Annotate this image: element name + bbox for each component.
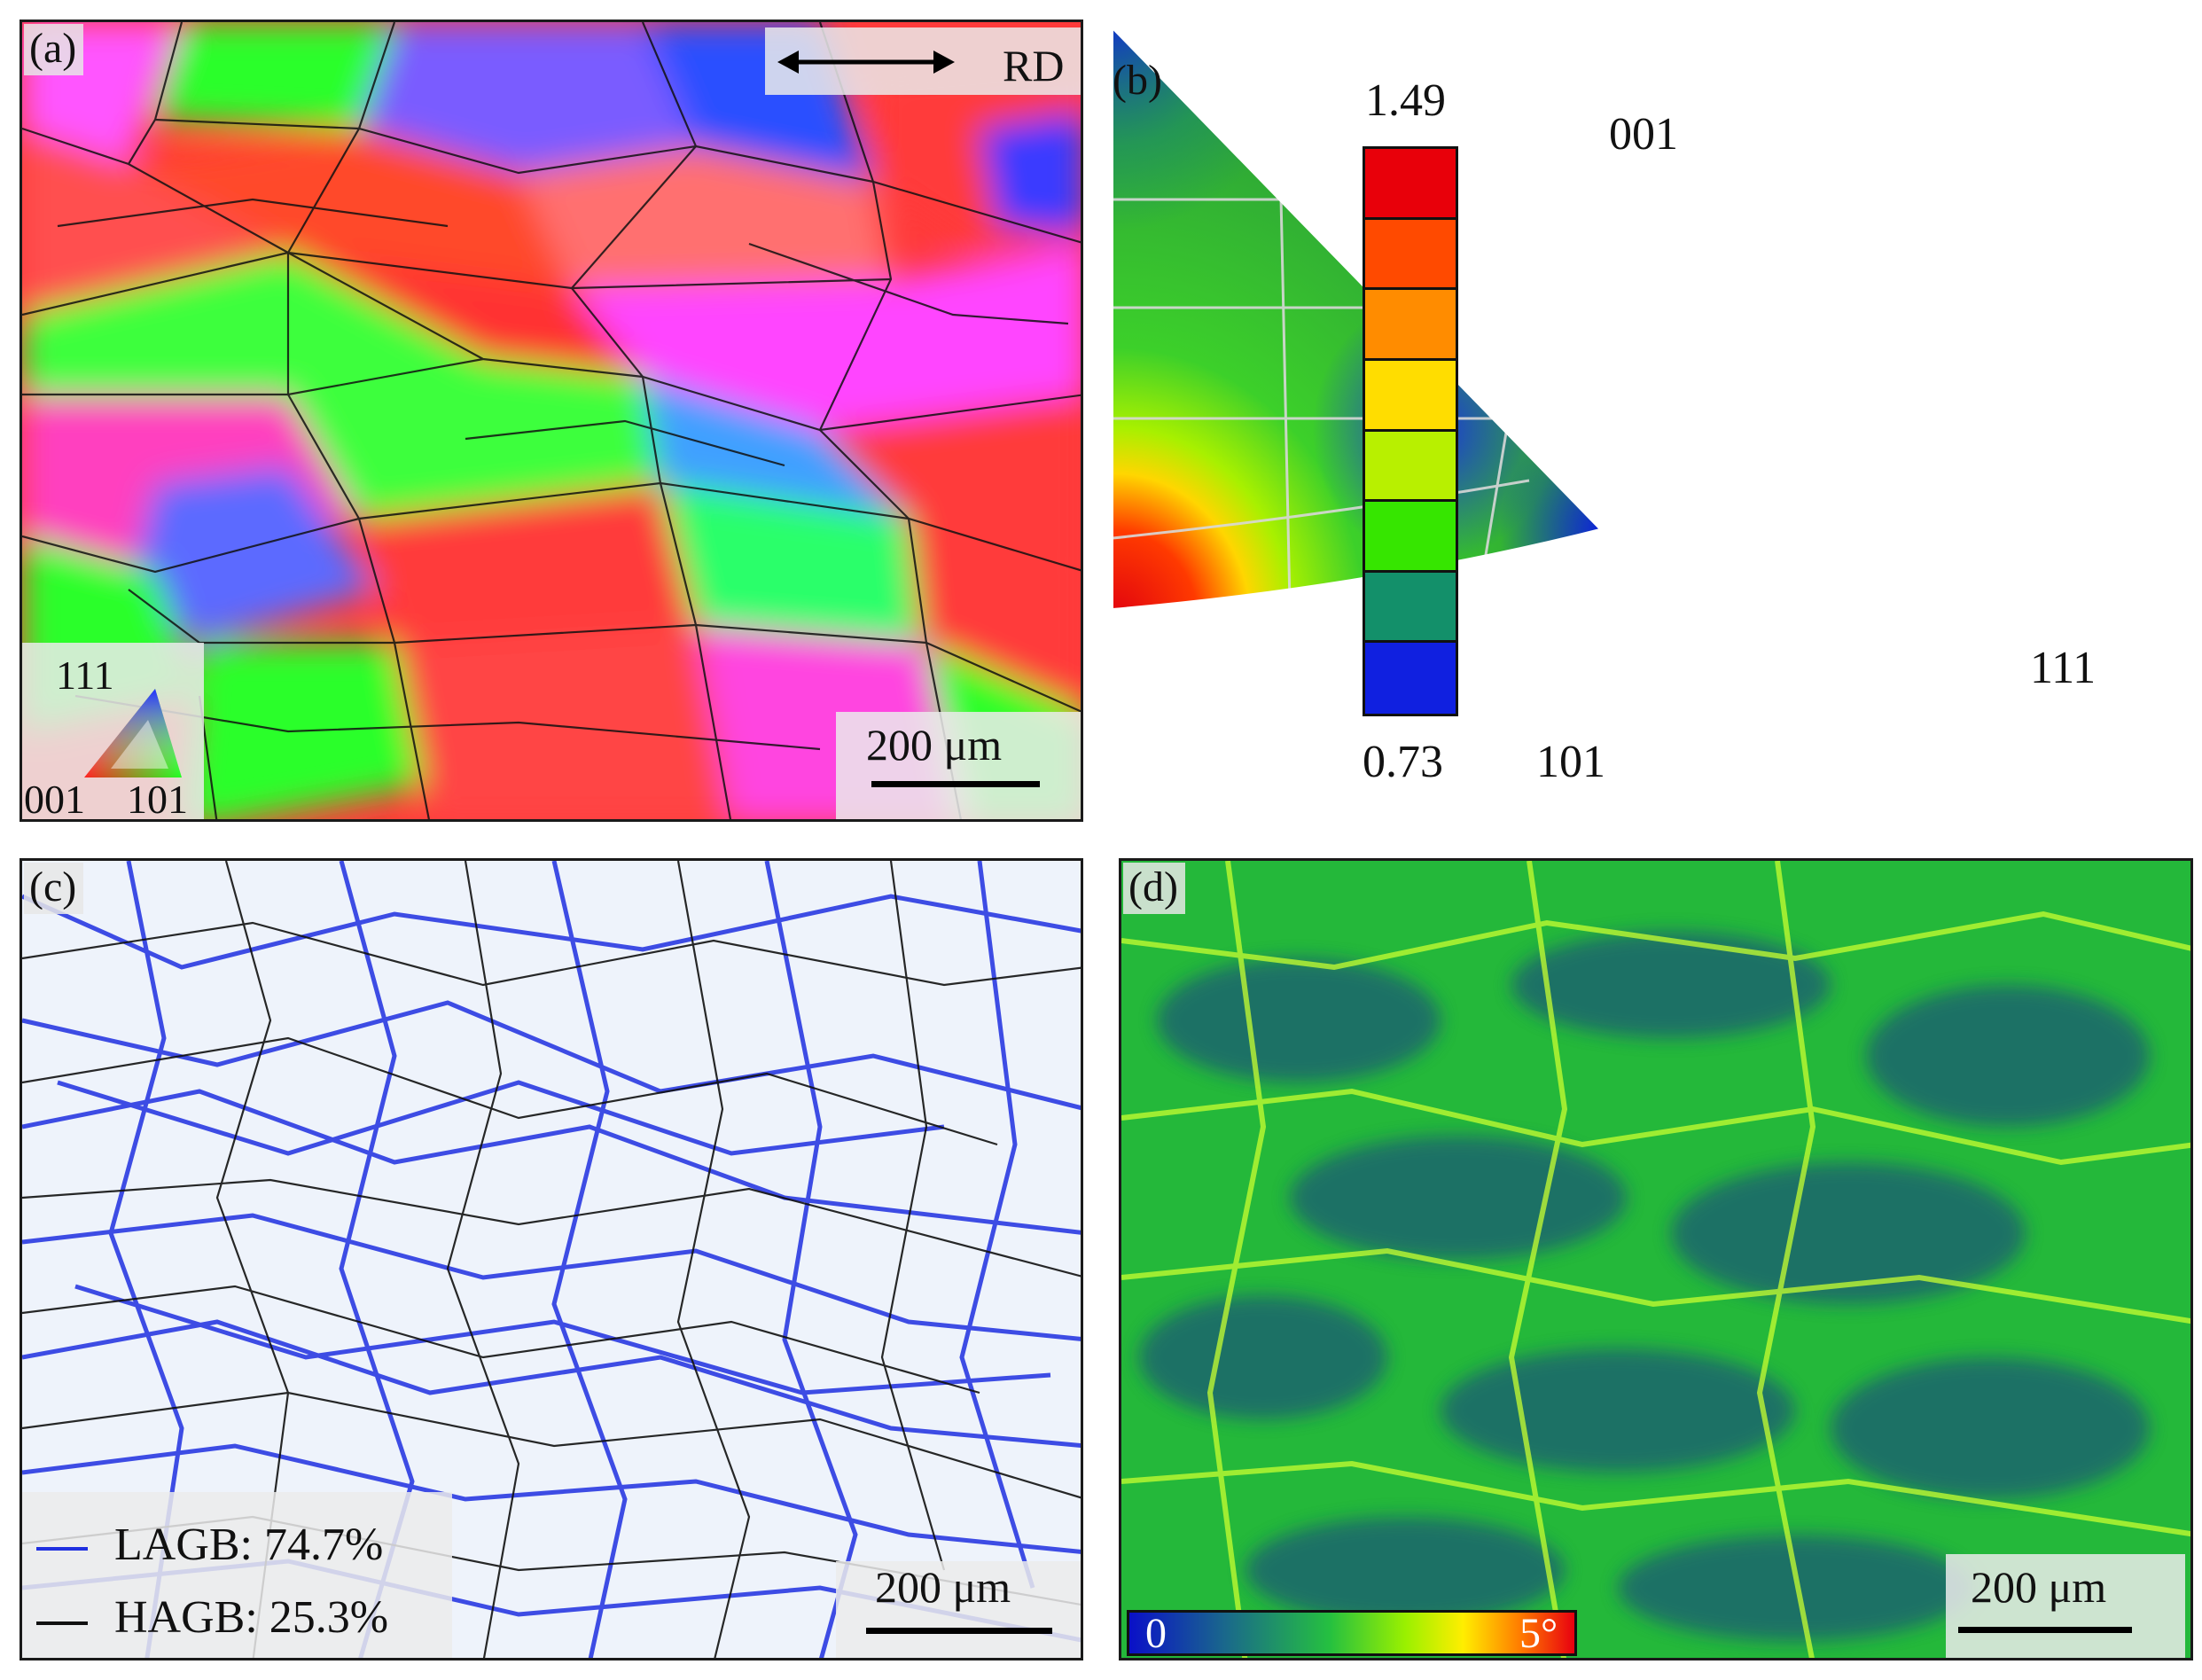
lagb-legend-swatch (36, 1547, 88, 1551)
boundary-legend: LAGB: 74.7% HAGB: 25.3% (22, 1492, 452, 1658)
ipf-corner-001-label: 001 (1609, 109, 1678, 160)
panel-a-label: (a) (24, 24, 84, 75)
lagb-legend-text: LAGB: 74.7% (114, 1520, 384, 1570)
ipf-key-box: 111 001 101 (22, 643, 204, 822)
panel-b-label: (b) (1113, 57, 1162, 104)
panel-c-scale-label: 200 μm (875, 1562, 1011, 1612)
panel-a-ipf-map: (a) RD 111 001 101 200 μm (20, 20, 1083, 822)
kam-map-image (1121, 861, 2190, 1658)
panel-c-grain-boundary-map: (c) LAGB: 74.7% HAGB: 25.3% 200 μm (20, 858, 1083, 1660)
hagb-legend-swatch (36, 1621, 88, 1625)
panel-d-scale-bar (1958, 1627, 2132, 1633)
ipf-sector-plot (1112, 26, 1602, 611)
rd-label: RD (1003, 41, 1065, 90)
panel-d-scale-label: 200 μm (1971, 1562, 2107, 1612)
panel-a-scale-bar (871, 781, 1040, 787)
kam-colorbar: 0 5° (1127, 1610, 1577, 1657)
panel-b-inverse-pole-figure: (b) 1.49 0.73 (1104, 20, 2194, 822)
high-misorientation-bands (1121, 861, 2190, 1658)
kam-colorbar-min-label: 0 (1145, 1610, 1167, 1657)
ipf-triangle-key-icon (84, 689, 182, 777)
ipf-key-001-label: 001 (24, 777, 85, 822)
colorbar-step-6 (1365, 502, 1456, 573)
panel-d-label: (d) (1123, 863, 1185, 914)
panel-a-scale-label: 200 μm (866, 720, 1003, 770)
colorbar-step-1 (1365, 149, 1456, 220)
panel-d-kam-map: (d) 0 5° 200 μm (1119, 858, 2193, 1660)
colorbar-min-label: 0.73 (1363, 737, 1443, 787)
rd-direction-box: RD (765, 27, 1081, 95)
panel-c-label: (c) (24, 863, 84, 914)
kam-colorbar-max-label: 5° (1519, 1610, 1558, 1657)
colorbar-step-5 (1365, 431, 1456, 503)
colorbar-max-label: 1.49 (1365, 75, 1446, 126)
ipf-key-101-label: 101 (127, 777, 188, 822)
colorbar-step-2 (1365, 219, 1456, 291)
colorbar-step-3 (1365, 290, 1456, 361)
panel-a-scale-box: 200 μm (836, 712, 1081, 819)
intensity-colorbar (1363, 146, 1458, 716)
ipf-corner-111-label: 111 (2030, 643, 2097, 693)
ipf-orientation-map-image (22, 22, 1081, 819)
hagb-lines (22, 861, 1081, 1658)
hagb-legend-text: HAGB: 25.3% (114, 1592, 389, 1643)
grain-boundary-map-image (22, 861, 1081, 1658)
panel-d-scale-box: 200 μm (1946, 1554, 2185, 1658)
colorbar-step-7 (1365, 572, 1456, 644)
colorbar-step-4 (1365, 360, 1456, 432)
panel-c-scale-box (836, 1561, 1081, 1658)
ipf-corner-101-label: 101 (1536, 737, 1605, 787)
double-arrow-icon (777, 51, 955, 74)
panel-c-scale-bar (866, 1628, 1052, 1634)
colorbar-step-8 (1365, 643, 1456, 714)
ipf-key-111-label: 111 (56, 652, 114, 698)
